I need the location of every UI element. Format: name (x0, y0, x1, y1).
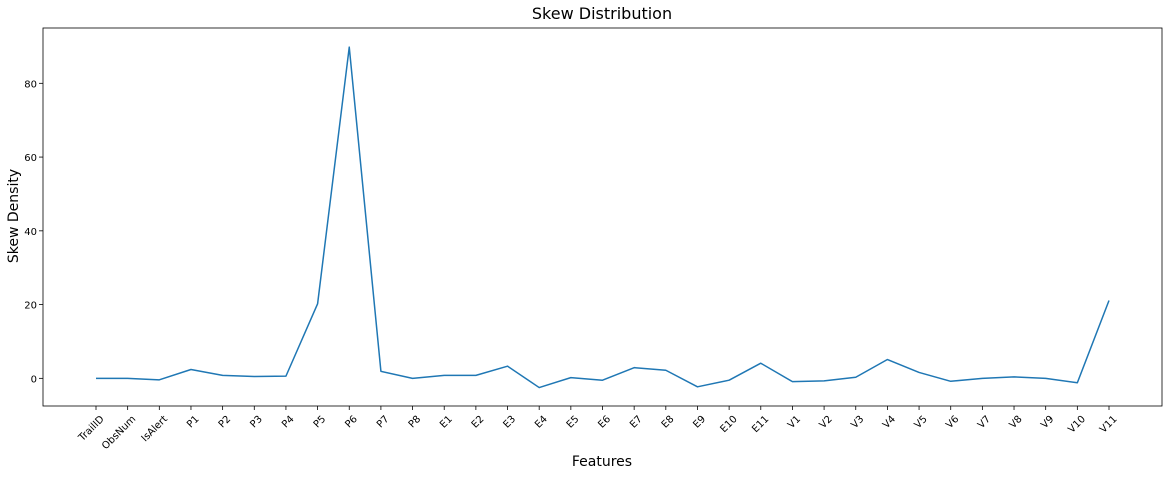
x-tick-label: E9 (691, 414, 708, 431)
x-tick-label: P6 (343, 414, 360, 431)
x-tick-label: IsAlert (140, 414, 170, 444)
x-tick-label: P1 (185, 414, 202, 431)
x-tick-label: E10 (719, 414, 740, 435)
x-tick-label: P8 (407, 414, 424, 431)
x-tick-label: V10 (1066, 414, 1088, 436)
y-axis-label: Skew Density (6, 169, 22, 263)
x-tick-label: P2 (217, 414, 234, 431)
x-tick-label: E11 (750, 414, 771, 435)
x-tick-label: V2 (818, 414, 835, 431)
x-tick-label: V11 (1098, 414, 1120, 436)
x-tick-label: E2 (470, 414, 487, 431)
y-tick-label: 80 (24, 79, 37, 90)
series-line (96, 47, 1109, 387)
x-tick-label: V5 (913, 414, 930, 431)
x-tick-label: TrailID (76, 414, 107, 445)
x-tick-label: E4 (533, 414, 550, 431)
x-tick-label: V3 (849, 414, 866, 431)
y-tick-label: 60 (24, 153, 37, 164)
plot-frame (43, 28, 1162, 406)
x-tick-label: V8 (1008, 414, 1025, 431)
y-tick-label: 40 (24, 227, 37, 238)
x-tick-label: E5 (565, 414, 582, 431)
x-tick-label: V7 (976, 414, 993, 431)
x-tick-label: P5 (312, 414, 329, 431)
x-tick-label: E7 (628, 414, 645, 431)
x-tick-label: V1 (786, 414, 803, 431)
x-tick-label: P7 (375, 414, 392, 431)
x-tick-label: V4 (881, 414, 898, 431)
x-tick-label: E8 (660, 414, 677, 431)
x-tick-label: ObsNum (100, 414, 138, 452)
y-tick-label: 0 (31, 374, 37, 385)
series-layer (96, 47, 1109, 387)
x-tick-label: E6 (596, 414, 613, 431)
y-axis-ticks: 0 20 40 60 80 (24, 79, 43, 385)
x-tick-label: E3 (501, 414, 518, 431)
x-tick-label: P3 (248, 414, 265, 431)
y-tick-label: 20 (24, 301, 37, 312)
x-tick-label: V9 (1039, 414, 1056, 431)
x-tick-label: V6 (944, 414, 961, 431)
x-axis-label: Features (572, 454, 632, 470)
x-tick-label: P4 (280, 414, 297, 431)
chart-title: Skew Distribution (532, 4, 672, 23)
x-tick-label: E1 (438, 414, 455, 431)
